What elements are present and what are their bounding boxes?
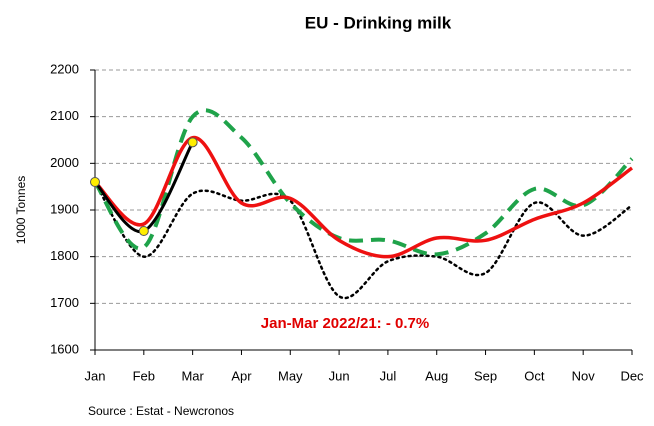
source: Source : Estat - Newcronos [88, 404, 234, 418]
chart-title: EU - Drinking milk [305, 13, 452, 32]
y-tick-label: 1900 [50, 201, 79, 216]
marker [138, 226, 149, 236]
y-tick-label: 2200 [50, 61, 79, 76]
x-tick-label: Apr [231, 368, 252, 383]
y-tick-label: 1600 [50, 341, 79, 356]
series-line [93, 180, 634, 300]
x-tick-label: Dec [620, 368, 644, 383]
y-axis-label: 1000 Tonnes [14, 176, 28, 245]
x-tick-label: Feb [133, 368, 155, 383]
y-tick-label: 1800 [50, 248, 79, 263]
marker [187, 137, 198, 148]
x-tick-label: May [278, 368, 303, 383]
y-tick-label: 2100 [50, 108, 79, 123]
x-tick-label: Jun [329, 368, 350, 383]
x-tick-label: Aug [425, 368, 448, 383]
series-line [93, 135, 634, 259]
marker [90, 177, 100, 187]
x-tick-label: Nov [572, 368, 596, 383]
x-tick-label: Sep [474, 368, 497, 383]
y-tick-label: 1700 [50, 295, 79, 310]
series-line [93, 108, 634, 257]
x-tick-label: Jan [85, 368, 106, 383]
annotation: Jan-Mar 2022/21: - 0.7% [261, 315, 429, 332]
x-tick-label: Oct [524, 368, 545, 383]
y-tick-label: 2000 [50, 155, 79, 170]
x-tick-label: Mar [181, 368, 204, 383]
x-tick-label: Jul [380, 368, 397, 383]
